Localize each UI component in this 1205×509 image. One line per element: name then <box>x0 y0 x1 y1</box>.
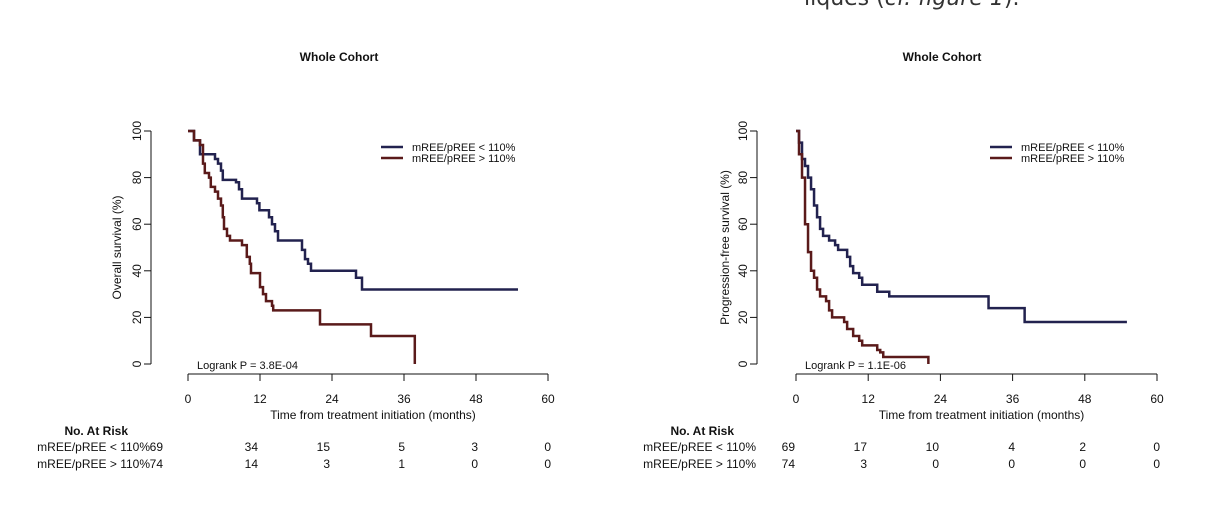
chart-2: Whole Cohort020406080100Progression-free… <box>643 50 1164 471</box>
x-tick-label: 12 <box>253 392 267 406</box>
risk-count: 0 <box>544 440 551 454</box>
risk-row-label: mREE/pREE < 110% <box>37 440 150 454</box>
risk-count: 0 <box>544 457 551 471</box>
y-axis-label: Progression-free survival (%) <box>718 170 732 325</box>
risk-count: 69 <box>150 440 164 454</box>
x-axis-label: Time from treatment initiation (months) <box>270 408 476 422</box>
y-tick-label: 0 <box>736 360 750 367</box>
x-tick-label: 0 <box>793 392 800 406</box>
risk-count: 3 <box>323 457 330 471</box>
y-tick-label: 40 <box>736 264 750 278</box>
x-tick-label: 60 <box>1150 392 1164 406</box>
risk-row-label: mREE/pREE < 110% <box>643 440 756 454</box>
risk-table-header: No. At Risk <box>670 424 734 438</box>
risk-count: 0 <box>1153 440 1160 454</box>
y-tick-label: 80 <box>736 171 750 185</box>
x-tick-label: 12 <box>862 392 876 406</box>
y-tick-label: 60 <box>130 217 144 231</box>
risk-count: 3 <box>471 440 478 454</box>
y-tick-label: 40 <box>130 264 144 278</box>
x-tick-label: 0 <box>185 392 192 406</box>
legend-label: mREE/pREE < 110% <box>412 142 516 154</box>
km-curve-high <box>188 129 417 364</box>
risk-count: 0 <box>1153 457 1160 471</box>
legend-label: mREE/pREE > 110% <box>1021 153 1125 165</box>
risk-count: 15 <box>317 440 331 454</box>
km-curve-low <box>188 129 518 291</box>
x-tick-label: 48 <box>1078 392 1092 406</box>
x-tick-label: 36 <box>397 392 411 406</box>
km-curve-high <box>796 129 930 364</box>
risk-count: 0 <box>471 457 478 471</box>
risk-count: 4 <box>1008 440 1015 454</box>
risk-count: 1 <box>398 457 405 471</box>
chart-title: Whole Cohort <box>300 50 379 64</box>
y-tick-label: 20 <box>736 310 750 324</box>
x-tick-label: 36 <box>1006 392 1020 406</box>
text-italic: cf. figure 1 <box>885 0 1004 11</box>
x-tick-label: 24 <box>934 392 948 406</box>
y-tick-label: 0 <box>130 360 144 367</box>
risk-count: 0 <box>932 457 939 471</box>
x-tick-label: 48 <box>469 392 483 406</box>
risk-count: 0 <box>1079 457 1086 471</box>
risk-row-label: mREE/pREE > 110% <box>37 457 150 471</box>
text-before: liques ( <box>804 0 885 11</box>
x-tick-label: 60 <box>541 392 555 406</box>
risk-count: 74 <box>150 457 164 471</box>
risk-table-header: No. At Risk <box>64 424 128 438</box>
x-axis-label: Time from treatment initiation (months) <box>879 408 1085 422</box>
risk-count: 34 <box>245 440 259 454</box>
risk-count: 10 <box>926 440 940 454</box>
y-tick-label: 20 <box>130 310 144 324</box>
logrank-annotation: Logrank P = 3.8E-04 <box>197 360 298 372</box>
body-text-fragment: liques (cf. figure 1). <box>804 0 1019 11</box>
legend-label: mREE/pREE < 110% <box>1021 142 1125 154</box>
risk-count: 5 <box>398 440 405 454</box>
legend-label: mREE/pREE > 110% <box>412 153 516 165</box>
y-tick-label: 60 <box>736 217 750 231</box>
chart-title: Whole Cohort <box>903 50 982 64</box>
risk-count: 2 <box>1079 440 1086 454</box>
text-after: ). <box>1004 0 1020 11</box>
risk-count: 17 <box>854 440 868 454</box>
y-tick-label: 100 <box>736 121 750 141</box>
risk-count: 3 <box>860 457 867 471</box>
risk-row-label: mREE/pREE > 110% <box>643 457 756 471</box>
y-tick-label: 80 <box>130 171 144 185</box>
km-curve-low <box>796 129 1127 324</box>
risk-count: 74 <box>782 457 796 471</box>
risk-count: 0 <box>1008 457 1015 471</box>
risk-count: 69 <box>782 440 796 454</box>
y-axis-label: Overall survival (%) <box>110 195 124 299</box>
logrank-annotation: Logrank P = 1.1E-06 <box>805 360 906 372</box>
x-tick-label: 24 <box>325 392 339 406</box>
risk-count: 14 <box>245 457 259 471</box>
y-tick-label: 100 <box>130 121 144 141</box>
